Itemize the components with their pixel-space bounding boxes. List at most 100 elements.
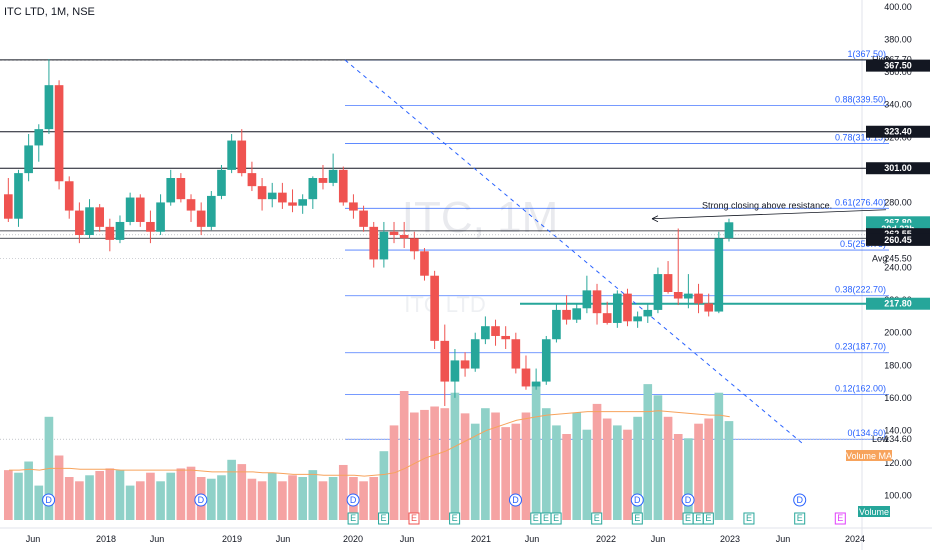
candle-body[interactable] <box>135 197 145 222</box>
candle-body[interactable] <box>714 238 724 312</box>
candle-body[interactable] <box>95 207 104 227</box>
candle-body[interactable] <box>420 251 429 276</box>
candle-body[interactable] <box>64 181 74 211</box>
candle-body[interactable] <box>308 178 318 200</box>
candle-body[interactable] <box>166 178 176 203</box>
candle-body[interactable] <box>44 85 54 130</box>
candle-body[interactable] <box>430 275 439 341</box>
candle-body[interactable] <box>572 308 582 320</box>
candle-body[interactable] <box>694 293 703 304</box>
candle-body[interactable] <box>237 140 247 174</box>
candle-body[interactable] <box>582 290 592 309</box>
candle-body[interactable] <box>24 145 33 174</box>
dividend-event-icon[interactable] <box>42 493 56 507</box>
candle-body[interactable] <box>247 173 257 187</box>
earnings-event-icon[interactable] <box>550 512 562 525</box>
dividend-event-icon[interactable] <box>194 493 208 507</box>
earnings-event-icon[interactable] <box>702 512 714 525</box>
candle-body[interactable] <box>196 210 206 227</box>
candle-body[interactable] <box>704 303 713 312</box>
candle-body[interactable] <box>521 368 531 387</box>
dividend-event-icon[interactable] <box>793 493 807 507</box>
candle-body[interactable] <box>125 197 135 222</box>
candle-body[interactable] <box>85 207 94 235</box>
candle-body[interactable] <box>684 293 693 299</box>
volume-bar <box>653 395 663 520</box>
candle-body[interactable] <box>288 202 297 206</box>
candle-body[interactable] <box>410 238 419 252</box>
earnings-event-icon[interactable] <box>834 512 846 525</box>
candle-body[interactable] <box>338 169 348 203</box>
earnings-event-icon[interactable] <box>378 512 390 525</box>
candle-body[interactable] <box>481 326 490 340</box>
candle-body[interactable] <box>207 195 216 227</box>
candle-body[interactable] <box>146 221 155 232</box>
candle-body[interactable] <box>379 231 389 260</box>
candle-body[interactable] <box>75 210 84 235</box>
candle-body[interactable] <box>673 292 683 299</box>
earnings-event-letter: E <box>543 513 549 523</box>
earnings-event-icon[interactable] <box>631 512 643 525</box>
earnings-event-icon[interactable] <box>408 512 420 525</box>
candle-body[interactable] <box>34 129 44 146</box>
candle-body[interactable] <box>501 335 510 340</box>
candle-body[interactable] <box>613 293 622 323</box>
candle-body[interactable] <box>298 199 307 206</box>
candle-body[interactable] <box>653 274 663 310</box>
price-label-title: Low <box>872 434 889 444</box>
candle-body[interactable] <box>552 309 561 340</box>
candle-body[interactable] <box>369 226 379 260</box>
candle-body[interactable] <box>267 192 277 200</box>
dividend-event-icon[interactable] <box>630 493 644 507</box>
volume-bar <box>176 468 186 520</box>
volume-bar <box>4 470 13 520</box>
candle-body[interactable] <box>14 173 23 219</box>
candle-body[interactable] <box>440 340 450 382</box>
candle-body[interactable] <box>491 326 500 336</box>
volume-bar <box>541 408 551 520</box>
candle-body[interactable] <box>643 309 653 317</box>
candle-body[interactable] <box>115 221 125 240</box>
earnings-event-letter: E <box>685 513 691 523</box>
volume-bar <box>521 412 531 520</box>
earnings-event-icon[interactable] <box>347 512 359 525</box>
candle-body[interactable] <box>227 140 236 170</box>
candle-body[interactable] <box>531 381 541 387</box>
earnings-event-icon[interactable] <box>449 512 461 525</box>
dividend-event-icon[interactable] <box>509 493 522 507</box>
candle-body[interactable] <box>328 169 338 183</box>
dividend-event-icon[interactable] <box>681 493 695 507</box>
candle-body[interactable] <box>541 339 551 382</box>
candle-body[interactable] <box>4 194 13 219</box>
candle-body[interactable] <box>724 222 734 239</box>
candle-body[interactable] <box>450 360 460 382</box>
candle-body[interactable] <box>278 192 287 203</box>
candle-body[interactable] <box>156 202 165 232</box>
candle-body[interactable] <box>633 316 642 322</box>
candle-body[interactable] <box>54 85 64 182</box>
candle-body[interactable] <box>318 178 328 183</box>
candle-body[interactable] <box>349 202 358 211</box>
candle-body[interactable] <box>562 309 571 320</box>
candle-body[interactable] <box>460 360 470 369</box>
candle-body[interactable] <box>186 199 196 211</box>
candle-body[interactable] <box>592 290 602 314</box>
candle-body[interactable] <box>217 169 226 196</box>
earnings-event-icon[interactable] <box>591 512 603 525</box>
volume-bar <box>318 481 328 520</box>
earnings-event-icon[interactable] <box>743 512 755 525</box>
candle-body[interactable] <box>399 235 409 239</box>
candle-body[interactable] <box>389 231 399 235</box>
candle-body[interactable] <box>105 226 115 240</box>
candle-body[interactable] <box>359 210 368 227</box>
dividend-event-icon[interactable] <box>346 493 360 507</box>
candle-body[interactable] <box>176 178 186 200</box>
candle-body[interactable] <box>623 293 632 322</box>
earnings-event-icon[interactable] <box>794 512 806 525</box>
candle-body[interactable] <box>470 339 480 369</box>
candle-body[interactable] <box>602 313 612 323</box>
candle-body[interactable] <box>511 339 521 369</box>
candle-body[interactable] <box>663 274 673 292</box>
candle-body[interactable] <box>257 186 267 200</box>
